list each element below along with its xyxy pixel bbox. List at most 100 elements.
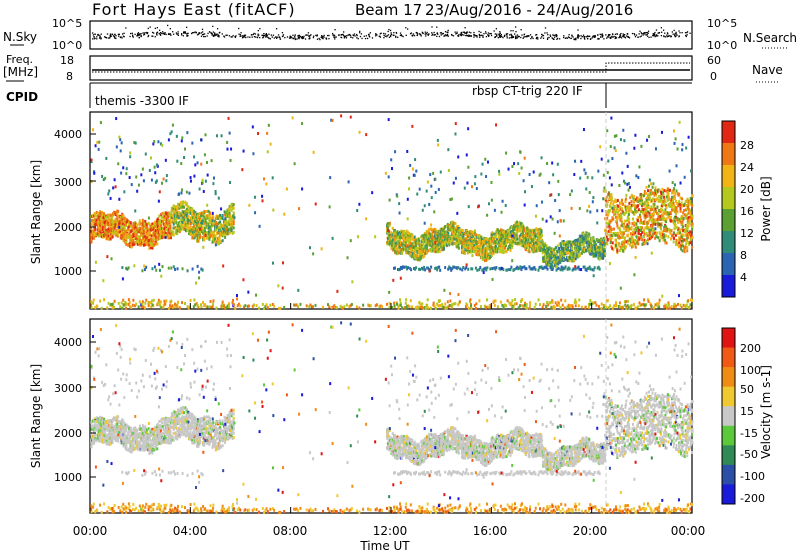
- noise-point: [522, 37, 524, 39]
- power-cell: [533, 305, 536, 309]
- power-cell: [189, 232, 192, 236]
- noise-point: [626, 32, 629, 35]
- power-cell: [146, 231, 149, 235]
- power-cell: [420, 303, 423, 307]
- power-cell: [135, 233, 138, 237]
- noise-point: [109, 36, 111, 38]
- noise-point: [535, 37, 538, 40]
- power-cell: [459, 233, 462, 237]
- power-cell: [120, 224, 123, 228]
- power-cell: [554, 301, 557, 305]
- noise-point: [163, 33, 166, 35]
- power-cell: [183, 223, 186, 227]
- power-cell: [575, 255, 578, 259]
- noise-point: [93, 36, 95, 38]
- noise-point: [431, 32, 433, 34]
- power-cell: [544, 256, 547, 260]
- power-cell: [175, 227, 178, 231]
- power-cell: [193, 298, 196, 302]
- power-cell: [577, 250, 580, 254]
- power-cell: [165, 179, 168, 183]
- power-cell: [560, 252, 563, 256]
- noise-point: [375, 33, 377, 35]
- power-cell: [485, 249, 488, 253]
- noise-point: [228, 35, 231, 37]
- power-cell: [422, 306, 425, 310]
- power-cell: [403, 229, 406, 233]
- power-cell: [128, 300, 131, 304]
- power-cell: [219, 232, 222, 236]
- noise-point: [292, 34, 294, 36]
- power-cell: [473, 249, 476, 253]
- noise-point: [510, 33, 512, 35]
- power-cell: [154, 242, 157, 246]
- power-cell: [104, 227, 107, 231]
- power-cell: [426, 243, 429, 247]
- power-cell: [579, 247, 582, 251]
- noise-point: [265, 35, 268, 37]
- noise-point: [211, 33, 214, 35]
- power-cell: [530, 237, 533, 241]
- power-cell: [545, 250, 548, 254]
- power-cell: [545, 258, 548, 262]
- power-cell: [127, 298, 130, 302]
- noise-point: [669, 35, 671, 37]
- noise-point: [240, 32, 242, 34]
- power-cell: [397, 232, 400, 236]
- power-cell: [458, 235, 461, 239]
- noise-point: [169, 33, 172, 35]
- noise-point: [121, 33, 124, 35]
- noise-point: [558, 38, 561, 40]
- noise-point: [468, 34, 470, 36]
- noise-point: [304, 38, 307, 40]
- noise-point: [136, 33, 139, 35]
- power-cell: [535, 249, 538, 253]
- power-cell: [388, 301, 391, 305]
- noise-point: [571, 35, 573, 37]
- noise-point: [316, 34, 319, 36]
- power-cell: [541, 305, 544, 309]
- power-cell: [202, 219, 205, 223]
- noise-point: [685, 34, 687, 37]
- power-cell: [107, 230, 110, 234]
- noise-point: [553, 38, 555, 40]
- noise-point: [536, 36, 538, 39]
- power-cell: [484, 253, 487, 257]
- noise-point: [165, 33, 167, 36]
- power-cell: [525, 232, 528, 236]
- noise-point: [375, 34, 377, 36]
- power-cell: [149, 246, 152, 250]
- noise-point: [482, 36, 484, 38]
- power-cell: [533, 236, 536, 240]
- power-cell: [99, 210, 102, 214]
- power-cell: [490, 251, 493, 255]
- power-cell: [423, 254, 426, 258]
- power-cell: [513, 228, 516, 232]
- noise-point: [184, 31, 187, 34]
- power-cell: [184, 200, 187, 204]
- power-cell: [121, 216, 124, 220]
- power-cell: [163, 235, 166, 239]
- power-cell: [443, 238, 446, 242]
- noise-point: [214, 34, 216, 36]
- power-cell: [416, 241, 419, 245]
- power-cell: [231, 221, 234, 225]
- noise-point: [272, 34, 275, 36]
- power-cell: [111, 306, 114, 310]
- power-cell: [427, 306, 430, 310]
- power-cell: [212, 302, 215, 306]
- power-cell: [420, 256, 423, 260]
- noise-point: [667, 33, 669, 35]
- noise-point: [615, 37, 618, 39]
- power-cell: [400, 229, 403, 233]
- noise-point: [201, 33, 204, 36]
- power-cell: [411, 242, 414, 246]
- noise-point: [143, 32, 146, 34]
- power-cell: [554, 199, 557, 203]
- power-cell: [518, 220, 521, 224]
- power-cell: [517, 223, 520, 227]
- power-cell: [488, 251, 491, 255]
- power-cell: [102, 218, 105, 222]
- noise-point: [92, 34, 95, 36]
- power-cell: [175, 215, 178, 219]
